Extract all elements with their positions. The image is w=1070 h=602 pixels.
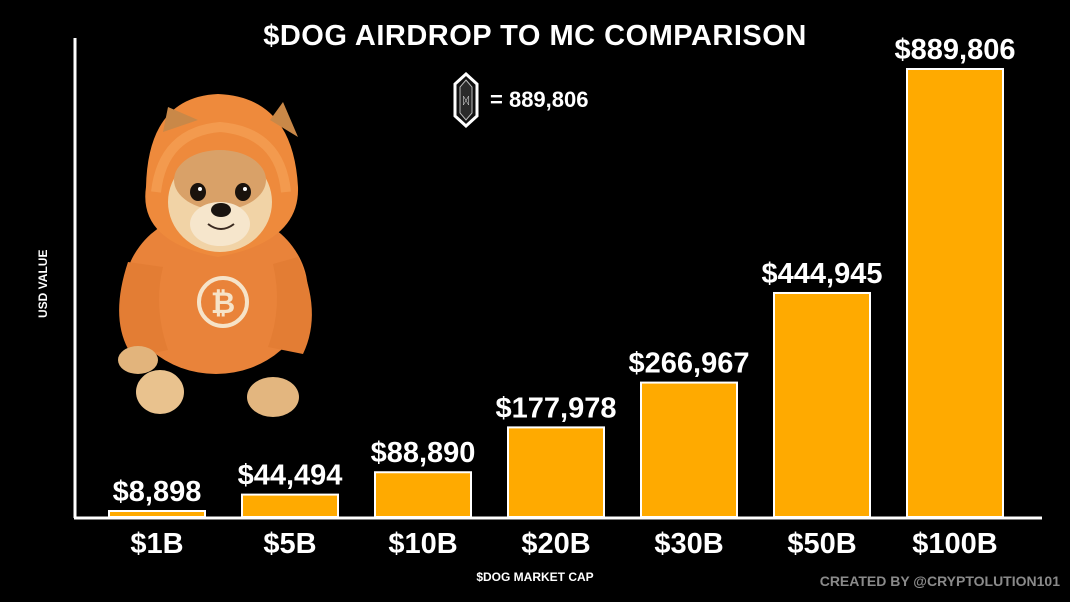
x-tick-label-5: $50B [787,528,856,560]
value-label-2: $88,890 [371,437,476,469]
token-ratio-text: = 889,806 [490,87,589,112]
x-tick-label-0: $1B [130,528,183,560]
bar-2 [374,471,472,518]
dog-rune-token-icon: ᛞ [453,72,479,128]
value-label-3: $177,978 [496,392,617,424]
dog-in-hoodie-illustration: ₿ [118,94,312,417]
svg-text:ᛞ: ᛞ [463,96,469,107]
bar-group [108,68,1004,519]
value-label-group: $8,898 $44,494 $88,890 $177,978 $266,967 $444… [113,34,1016,508]
x-tick-label-3: $20B [521,528,590,560]
svg-text:₿: ₿ [211,286,235,321]
bar-0 [108,510,206,518]
value-label-6: $889,806 [895,34,1016,66]
value-label-1: $44,494 [238,460,343,492]
bar-4 [640,381,738,518]
bar-3 [507,426,605,518]
token-ratio: ᛞ = 889,806 [452,72,588,128]
value-label-5: $444,945 [762,258,883,290]
bar-1 [241,493,339,519]
value-label-4: $266,967 [629,348,750,380]
x-axis-label: $DOG MARKET CAP [476,570,594,584]
x-tick-label-2: $10B [388,528,457,560]
chart-title: $DOG AIRDROP TO MC COMPARISON [263,20,807,52]
bar-5 [773,291,871,518]
tick-label-group: $1B $5B $10B $20B $30B $50B $100B [130,528,997,560]
x-tick-label-1: $5B [263,528,316,560]
value-label-0: $8,898 [113,476,202,508]
x-tick-label-4: $30B [654,528,723,560]
x-tick-label-6: $100B [912,528,997,560]
bar-6 [906,68,1004,518]
credit-text: CREATED BY @CRYPTOLUTION101 [819,573,1060,589]
